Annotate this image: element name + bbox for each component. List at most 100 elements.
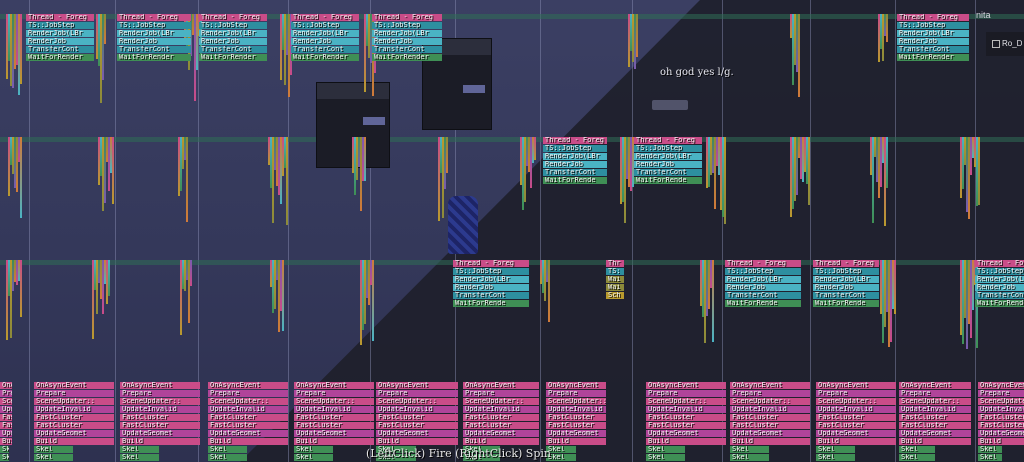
profiler-spike bbox=[100, 137, 102, 176]
profiler-spike bbox=[360, 260, 362, 345]
profiler-spike bbox=[724, 137, 726, 224]
event-label: UpdateGeomet bbox=[120, 430, 200, 437]
event-label: OnAsyncEvent bbox=[816, 382, 896, 389]
event-label: FastCluster bbox=[646, 414, 726, 421]
event-label: Skel bbox=[376, 446, 417, 453]
profiler-spike bbox=[96, 260, 98, 314]
profiler-spike bbox=[92, 260, 94, 339]
profiler-spike bbox=[106, 137, 108, 162]
profiler-spike bbox=[12, 260, 14, 291]
profiler-spike bbox=[532, 137, 534, 163]
job-label: TS::JobStep bbox=[813, 268, 879, 275]
crate bbox=[316, 82, 390, 168]
job-label: WaitForRender bbox=[372, 54, 442, 61]
side-panel-button[interactable]: Ro_D bbox=[986, 32, 1024, 56]
profiler-spike bbox=[978, 137, 980, 205]
job-label: RenderJob bbox=[975, 284, 1024, 291]
job-label: TransferCont bbox=[372, 46, 442, 53]
event-label: Prepare bbox=[646, 390, 726, 397]
event-label: UpdateInvalid bbox=[546, 406, 606, 413]
event-label: SceneUpdater:: bbox=[34, 398, 114, 405]
profiler-spike bbox=[968, 260, 970, 324]
profiler-spike bbox=[106, 260, 108, 304]
event-label: Build bbox=[730, 438, 810, 445]
profiler-spike bbox=[98, 137, 100, 185]
profiler-spike bbox=[870, 137, 872, 175]
event-label: UpdateGeomet bbox=[376, 430, 458, 437]
profiler-spike bbox=[192, 14, 194, 35]
world-object bbox=[652, 100, 688, 110]
profiler-spike bbox=[16, 260, 18, 285]
thread-block: Thread - Foreg TS::JobStep RenderJob(LBr… bbox=[199, 14, 267, 61]
event-label: Prepare bbox=[978, 390, 1024, 397]
profiler-spike bbox=[16, 14, 18, 65]
frame-divider bbox=[810, 0, 811, 462]
profiler-spike bbox=[6, 14, 8, 79]
frame-divider bbox=[540, 0, 541, 462]
event-label: UpdateInvalid bbox=[816, 406, 896, 413]
event-label: Build bbox=[546, 438, 606, 445]
profiler-spike bbox=[104, 260, 106, 284]
profiler-spike bbox=[892, 260, 894, 309]
event-label: OnAsyncEvent bbox=[208, 382, 288, 389]
profiler-spike bbox=[282, 260, 284, 331]
profiler-lane bbox=[0, 137, 1024, 142]
event-label: SceneUpdater:: bbox=[0, 398, 12, 405]
profiler-spike bbox=[718, 137, 720, 175]
profiler-spike bbox=[632, 137, 634, 187]
profiler-spike bbox=[100, 14, 102, 103]
job-label: WaitForRender bbox=[897, 54, 969, 61]
thread-block: Thread - Foreg TS::JobStep RenderJob(LBr… bbox=[26, 14, 94, 61]
profiler-spike bbox=[16, 137, 18, 192]
event-label: Skel bbox=[0, 446, 10, 453]
profiler-spike bbox=[280, 14, 282, 80]
thread-block: Thread - Foreg TS::JobStep RenderJob(LBr… bbox=[634, 137, 702, 184]
job-label: RenderJob bbox=[117, 38, 191, 45]
profiler-spike bbox=[704, 260, 706, 343]
profiler-spike bbox=[108, 137, 110, 191]
event-label: Skel bbox=[978, 454, 1003, 461]
event-label: SceneUpdater:: bbox=[120, 398, 200, 405]
profiler-spike bbox=[280, 137, 282, 204]
profiler-spike bbox=[366, 14, 368, 46]
event-label: UpdateGeomet bbox=[730, 430, 810, 437]
event-label: UpdateGeomet bbox=[816, 430, 896, 437]
job-label: WaitForRende bbox=[975, 300, 1024, 307]
profiler-lane bbox=[0, 14, 1024, 19]
profiler-spike bbox=[200, 14, 202, 61]
profiler-spike bbox=[796, 137, 798, 195]
event-label: Skel bbox=[546, 454, 577, 461]
event-label: UpdateGeomet bbox=[0, 430, 12, 437]
profiler-spike bbox=[274, 137, 276, 170]
profiler-spike bbox=[10, 14, 12, 86]
profiler-spike bbox=[884, 260, 886, 327]
job-label: Sch bbox=[606, 292, 624, 299]
event-label: Skel bbox=[730, 454, 770, 461]
profiler-spike bbox=[622, 137, 624, 202]
frame-divider bbox=[975, 0, 976, 462]
event-label: OnAsyncEvent bbox=[546, 382, 606, 389]
profiler-spike bbox=[630, 14, 632, 51]
event-label: Prepare bbox=[294, 390, 374, 397]
event-label: UpdateInvalid bbox=[120, 406, 200, 413]
event-label: FastCluster bbox=[463, 422, 539, 429]
profiler-spike bbox=[968, 137, 970, 219]
profiler-spike bbox=[966, 260, 968, 349]
profiler-spike bbox=[268, 137, 270, 165]
profiler-spike bbox=[104, 137, 106, 203]
event-label: SceneUpdater:: bbox=[376, 398, 458, 405]
event-label: FastCluster bbox=[646, 422, 726, 429]
frame-divider bbox=[632, 0, 633, 462]
event-label: UpdateInvalid bbox=[899, 406, 971, 413]
event-label: Skel bbox=[546, 446, 577, 453]
thread-label: Thread - Foreg bbox=[291, 14, 359, 21]
event-label: FastCluster bbox=[376, 414, 458, 421]
profiler-spike bbox=[366, 260, 368, 298]
job-label: TS::JobStep bbox=[117, 22, 191, 29]
profiler-spike bbox=[278, 260, 280, 332]
profiler-spike bbox=[10, 137, 12, 165]
profiler-spike bbox=[972, 137, 974, 158]
